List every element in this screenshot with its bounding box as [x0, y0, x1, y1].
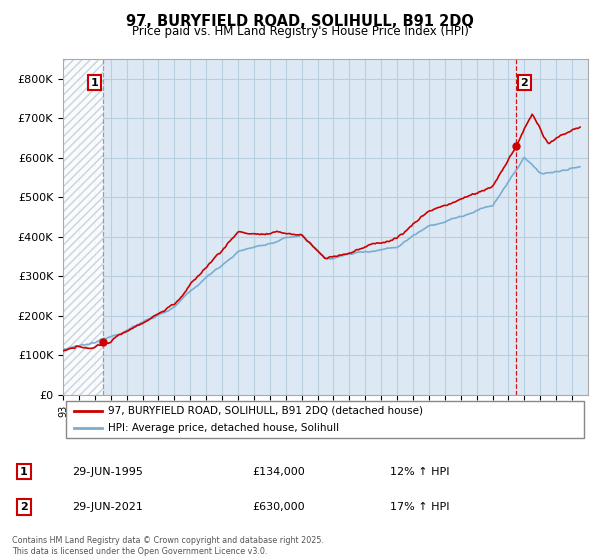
- Text: £630,000: £630,000: [252, 502, 305, 512]
- Text: 17% ↑ HPI: 17% ↑ HPI: [390, 502, 449, 512]
- Text: £134,000: £134,000: [252, 466, 305, 477]
- Text: Contains HM Land Registry data © Crown copyright and database right 2025.
This d: Contains HM Land Registry data © Crown c…: [12, 536, 324, 556]
- Text: 2: 2: [520, 77, 528, 87]
- Text: 2: 2: [20, 502, 28, 512]
- Text: 1: 1: [20, 466, 28, 477]
- Text: 97, BURYFIELD ROAD, SOLIHULL, B91 2DQ: 97, BURYFIELD ROAD, SOLIHULL, B91 2DQ: [126, 14, 474, 29]
- FancyBboxPatch shape: [65, 402, 584, 437]
- Text: 29-JUN-2021: 29-JUN-2021: [72, 502, 143, 512]
- Text: HPI: Average price, detached house, Solihull: HPI: Average price, detached house, Soli…: [107, 423, 339, 433]
- Text: 1: 1: [91, 77, 98, 87]
- Text: Price paid vs. HM Land Registry's House Price Index (HPI): Price paid vs. HM Land Registry's House …: [131, 25, 469, 38]
- Text: 29-JUN-1995: 29-JUN-1995: [72, 466, 143, 477]
- Text: 12% ↑ HPI: 12% ↑ HPI: [390, 466, 449, 477]
- Text: 97, BURYFIELD ROAD, SOLIHULL, B91 2DQ (detached house): 97, BURYFIELD ROAD, SOLIHULL, B91 2DQ (d…: [107, 405, 422, 416]
